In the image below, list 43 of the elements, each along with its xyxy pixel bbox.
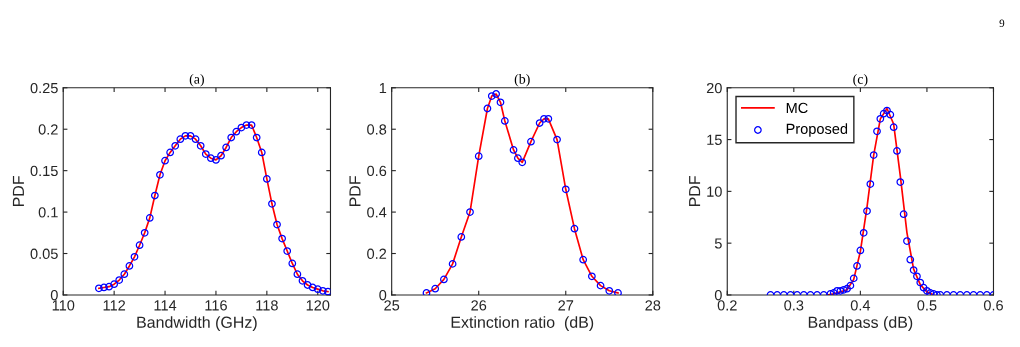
y-tick-label: 0.25 <box>30 82 58 94</box>
y-tick-label: 0.4 <box>367 207 387 218</box>
x-tick-label: 26 <box>471 300 487 311</box>
chart-title: (b) <box>514 73 530 87</box>
y-tick-label: 0 <box>379 290 387 301</box>
y-tick-label: 0.15 <box>30 165 58 177</box>
x-axis-title: Bandpass (dB) <box>808 316 913 332</box>
y-tick-label: 10 <box>707 186 722 197</box>
y-tick-label: 1 <box>379 83 387 94</box>
x-tick-label: 120 <box>306 300 330 311</box>
x-tick-label: 116 <box>205 300 227 311</box>
y-tick-label: 0.05 <box>30 248 58 259</box>
y-axis-title: PDF <box>689 176 701 207</box>
x-tick-label: 0.5 <box>917 300 937 311</box>
x-tick-label: 112 <box>103 300 126 311</box>
x-axis-title: Bandwidth (GHz) <box>137 316 257 332</box>
y-tick-label: 0.8 <box>367 124 387 135</box>
y-axis-title: PDF <box>349 176 361 207</box>
chart-title: (a) <box>189 73 204 87</box>
chart-title: (c) <box>853 73 868 87</box>
y-tick-label: 0.2 <box>367 248 387 259</box>
legend-label: Proposed <box>786 123 848 137</box>
y-tick-label: 5 <box>714 238 722 249</box>
y-tick-label: 20 <box>706 82 722 94</box>
x-axis-title: Extinction ratio (dB) <box>451 316 594 332</box>
x-tick-label: 0.3 <box>784 300 804 311</box>
x-tick-label: 118 <box>256 300 278 311</box>
y-tick-label: 0.1 <box>38 207 58 218</box>
x-tick-label: 27 <box>558 300 574 311</box>
y-tick-label: 0.6 <box>367 165 387 177</box>
legend-label: MC <box>786 102 808 114</box>
x-tick-label: 114 <box>154 300 177 311</box>
y-axis-title: PDF <box>12 176 24 207</box>
text: 9 <box>999 19 1005 28</box>
x-tick-label: 110 <box>52 300 75 311</box>
x-tick-label: 0.6 <box>983 300 1003 311</box>
x-tick-label: 25 <box>384 300 400 311</box>
x-tick-label: 28 <box>645 300 661 311</box>
x-tick-label: 0.4 <box>850 300 871 311</box>
y-tick-label: 0 <box>714 290 722 301</box>
y-tick-label: 0 <box>50 290 58 301</box>
y-tick-label: 0.2 <box>38 124 58 135</box>
y-tick-label: 15 <box>707 134 722 146</box>
